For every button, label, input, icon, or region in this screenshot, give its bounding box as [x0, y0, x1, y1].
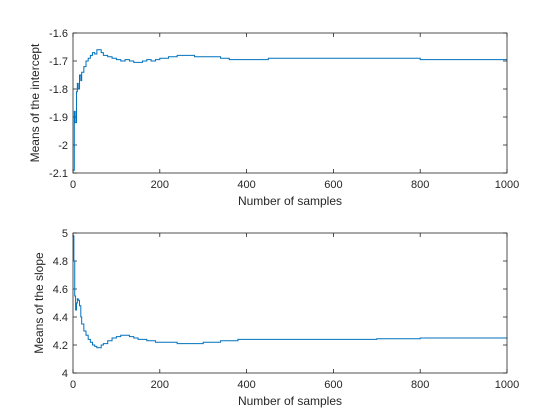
slope-plot: 0 200 400 600 800 1000 4 4.2 4.4 4.6 4.8 5 Number o…	[32, 228, 519, 408]
intercept-y-tick-label: -1.6	[49, 28, 68, 40]
slope-x-tick-label: 400	[237, 379, 255, 391]
slope-ticks: 0 200 400 600 800 1000 4 4.2 4.4 4.6 4.8 5	[53, 228, 520, 391]
slope-plot-frame	[72, 232, 508, 374]
intercept-plot-area	[73, 33, 507, 173]
intercept-x-tick-label: 800	[411, 179, 429, 191]
intercept-y-tick-label: -1.7	[49, 56, 68, 68]
slope-y-tick-label: 5	[62, 228, 68, 240]
slope-plot-area	[73, 233, 507, 373]
slope-y-tick-label: 4.8	[53, 256, 68, 268]
slope-x-tick-label: 1000	[495, 379, 519, 391]
slope-x-tick-label: 600	[324, 379, 342, 391]
intercept-y-tick-label: -2.1	[49, 168, 68, 180]
slope-y-tick-label: 4.4	[53, 312, 68, 324]
slope-x-tick-label: 800	[411, 379, 429, 391]
intercept-x-axis-label: Number of samples	[238, 194, 342, 208]
intercept-y-tick-label: -1.8	[49, 84, 68, 96]
intercept-x-tick-label: 1000	[495, 179, 519, 191]
intercept-plot: 0 200 400 600 800 1000-1.6-1.7-1.8-1.9-2-2.1 …	[28, 28, 519, 208]
slope-y-tick-label: 4.6	[53, 284, 68, 296]
intercept-y-tick-label: -1.9	[49, 112, 68, 124]
intercept-x-tick-label: 200	[151, 179, 169, 191]
intercept-series-line	[73, 49, 507, 171]
intercept-x-tick-label: 400	[237, 179, 255, 191]
intercept-x-tick-label: 0	[70, 179, 76, 191]
intercept-ticks: 0 200 400 600 800 1000 -1.6 -1.7 -1.8 -1.9 -2 -2.1	[49, 28, 519, 191]
slope-x-axis-label: Number of samples	[238, 394, 342, 408]
slope-y-tick-label: 4.2	[53, 340, 68, 352]
slope-series-line	[73, 235, 508, 349]
slope-y-axis-label: Means of the slope	[32, 252, 46, 354]
intercept-plot-frame	[72, 32, 508, 174]
intercept-y-axis-label: Means of the intercept	[28, 43, 42, 162]
intercept-x-tick-label: 600	[324, 179, 342, 191]
intercept-y-tick-label: -2	[58, 140, 68, 152]
slope-y-tick-label: 4	[62, 368, 68, 380]
slope-x-tick-label: 0	[70, 379, 76, 391]
slope-x-tick-label: 200	[151, 379, 169, 391]
